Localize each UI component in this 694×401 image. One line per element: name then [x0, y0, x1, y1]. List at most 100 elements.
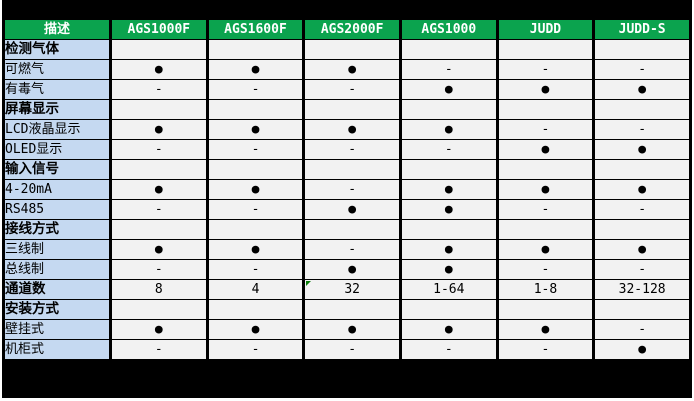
empty-cell: [498, 160, 593, 179]
row-label: 三线制: [5, 240, 109, 259]
dash-cell: -: [305, 240, 399, 259]
dash-cell: -: [498, 340, 593, 359]
dash-cell: -: [498, 260, 593, 279]
dash-marker: -: [251, 142, 260, 157]
dot-cell: ●: [401, 200, 496, 219]
dash-marker: -: [541, 342, 550, 357]
section-row: 输入信号: [5, 160, 689, 179]
dot-marker: ●: [154, 322, 163, 337]
row-label: 安装方式: [5, 300, 109, 319]
dash-marker: -: [444, 342, 453, 357]
dash-cell: -: [112, 140, 206, 159]
dash-cell: -: [401, 140, 496, 159]
dot-cell: ●: [401, 320, 496, 339]
empty-cell: [208, 300, 303, 319]
cell-value: 1-8: [533, 282, 558, 297]
empty-cell: [595, 40, 689, 59]
row-label: 4-20mA: [5, 180, 109, 199]
dot-cell: ●: [305, 200, 399, 219]
row-label: 总线制: [5, 260, 109, 279]
dot-marker: ●: [638, 82, 647, 97]
product-comparison-table: 描述 AGS1000F AGS1600F AGS2000F AGS1000 JUDD JUD…: [2, 19, 692, 360]
dot-cell: ●: [401, 80, 496, 99]
empty-cell: [401, 220, 496, 239]
dash-cell: -: [401, 340, 496, 359]
section-row: 屏幕显示: [5, 100, 689, 119]
value-cell: 8: [112, 280, 206, 299]
dash-marker: -: [444, 142, 453, 157]
row-label: 接线方式: [5, 220, 109, 239]
dash-marker: -: [154, 82, 163, 97]
dash-cell: -: [305, 180, 399, 199]
dash-marker: -: [251, 342, 260, 357]
dot-marker: ●: [348, 202, 357, 217]
table-row: 通道数 8 4 32 1-64 1-8 32-128: [5, 280, 689, 299]
dot-marker: ●: [348, 122, 357, 137]
dot-cell: ●: [595, 240, 689, 259]
dot-cell: ●: [401, 180, 496, 199]
dot-cell: ●: [208, 240, 303, 259]
dash-marker: -: [541, 202, 550, 217]
dot-marker: ●: [251, 182, 260, 197]
dot-cell: ●: [498, 80, 593, 99]
dot-marker: ●: [251, 322, 260, 337]
dash-cell: -: [305, 80, 399, 99]
dot-marker: ●: [638, 242, 647, 257]
row-label: 检测气体: [5, 40, 109, 59]
empty-cell: [112, 300, 206, 319]
dash-marker: -: [541, 122, 550, 137]
dot-cell: ●: [498, 180, 593, 199]
dash-cell: -: [112, 80, 206, 99]
dot-marker: ●: [251, 242, 260, 257]
dot-marker: ●: [638, 342, 647, 357]
dash-marker: -: [154, 262, 163, 277]
dot-cell: ●: [112, 120, 206, 139]
describe-column-header: 描述: [5, 20, 109, 39]
dash-marker: -: [541, 62, 550, 77]
dash-marker: -: [251, 262, 260, 277]
table-row: 总线制 - - ● ● - -: [5, 260, 689, 279]
value-cell: 32: [305, 280, 399, 299]
dot-cell: ●: [401, 120, 496, 139]
row-label: LCD液晶显示: [5, 120, 109, 139]
dash-marker: -: [638, 202, 647, 217]
empty-cell: [305, 220, 399, 239]
dash-marker: -: [348, 142, 357, 157]
section-row: 安装方式: [5, 300, 689, 319]
header-row: 描述 AGS1000F AGS1600F AGS2000F AGS1000 JUDD JUD…: [5, 20, 689, 39]
column-header-ags1000: AGS1000: [401, 20, 496, 39]
dash-marker: -: [154, 142, 163, 157]
value-cell: 4: [208, 280, 303, 299]
dot-cell: ●: [595, 180, 689, 199]
dot-cell: ●: [208, 320, 303, 339]
dot-marker: ●: [444, 322, 453, 337]
dash-marker: -: [444, 62, 453, 77]
dot-cell: ●: [595, 140, 689, 159]
table-row: 可燃气 ● ● ● - - -: [5, 60, 689, 79]
dot-cell: ●: [498, 140, 593, 159]
dash-cell: -: [595, 120, 689, 139]
value-cell: 1-8: [498, 280, 593, 299]
dash-marker: -: [541, 262, 550, 277]
dot-marker: ●: [348, 262, 357, 277]
empty-cell: [208, 160, 303, 179]
dash-cell: -: [208, 140, 303, 159]
dash-marker: -: [638, 322, 647, 337]
dot-cell: ●: [305, 260, 399, 279]
dot-cell: ●: [305, 60, 399, 79]
dot-cell: ●: [112, 60, 206, 79]
dot-marker: ●: [348, 322, 357, 337]
dash-cell: -: [112, 200, 206, 219]
cell-value: 1-64: [433, 282, 465, 297]
dash-marker: -: [348, 182, 357, 197]
column-header-ags1600f: AGS1600F: [208, 20, 303, 39]
dot-marker: ●: [444, 122, 453, 137]
dot-marker: ●: [251, 122, 260, 137]
table-row: 4-20mA ● ● - ● ● ●: [5, 180, 689, 199]
empty-cell: [498, 100, 593, 119]
cell-value: 32: [344, 282, 360, 297]
table-row: 壁挂式 ● ● ● ● ● -: [5, 320, 689, 339]
dash-marker: -: [251, 82, 260, 97]
